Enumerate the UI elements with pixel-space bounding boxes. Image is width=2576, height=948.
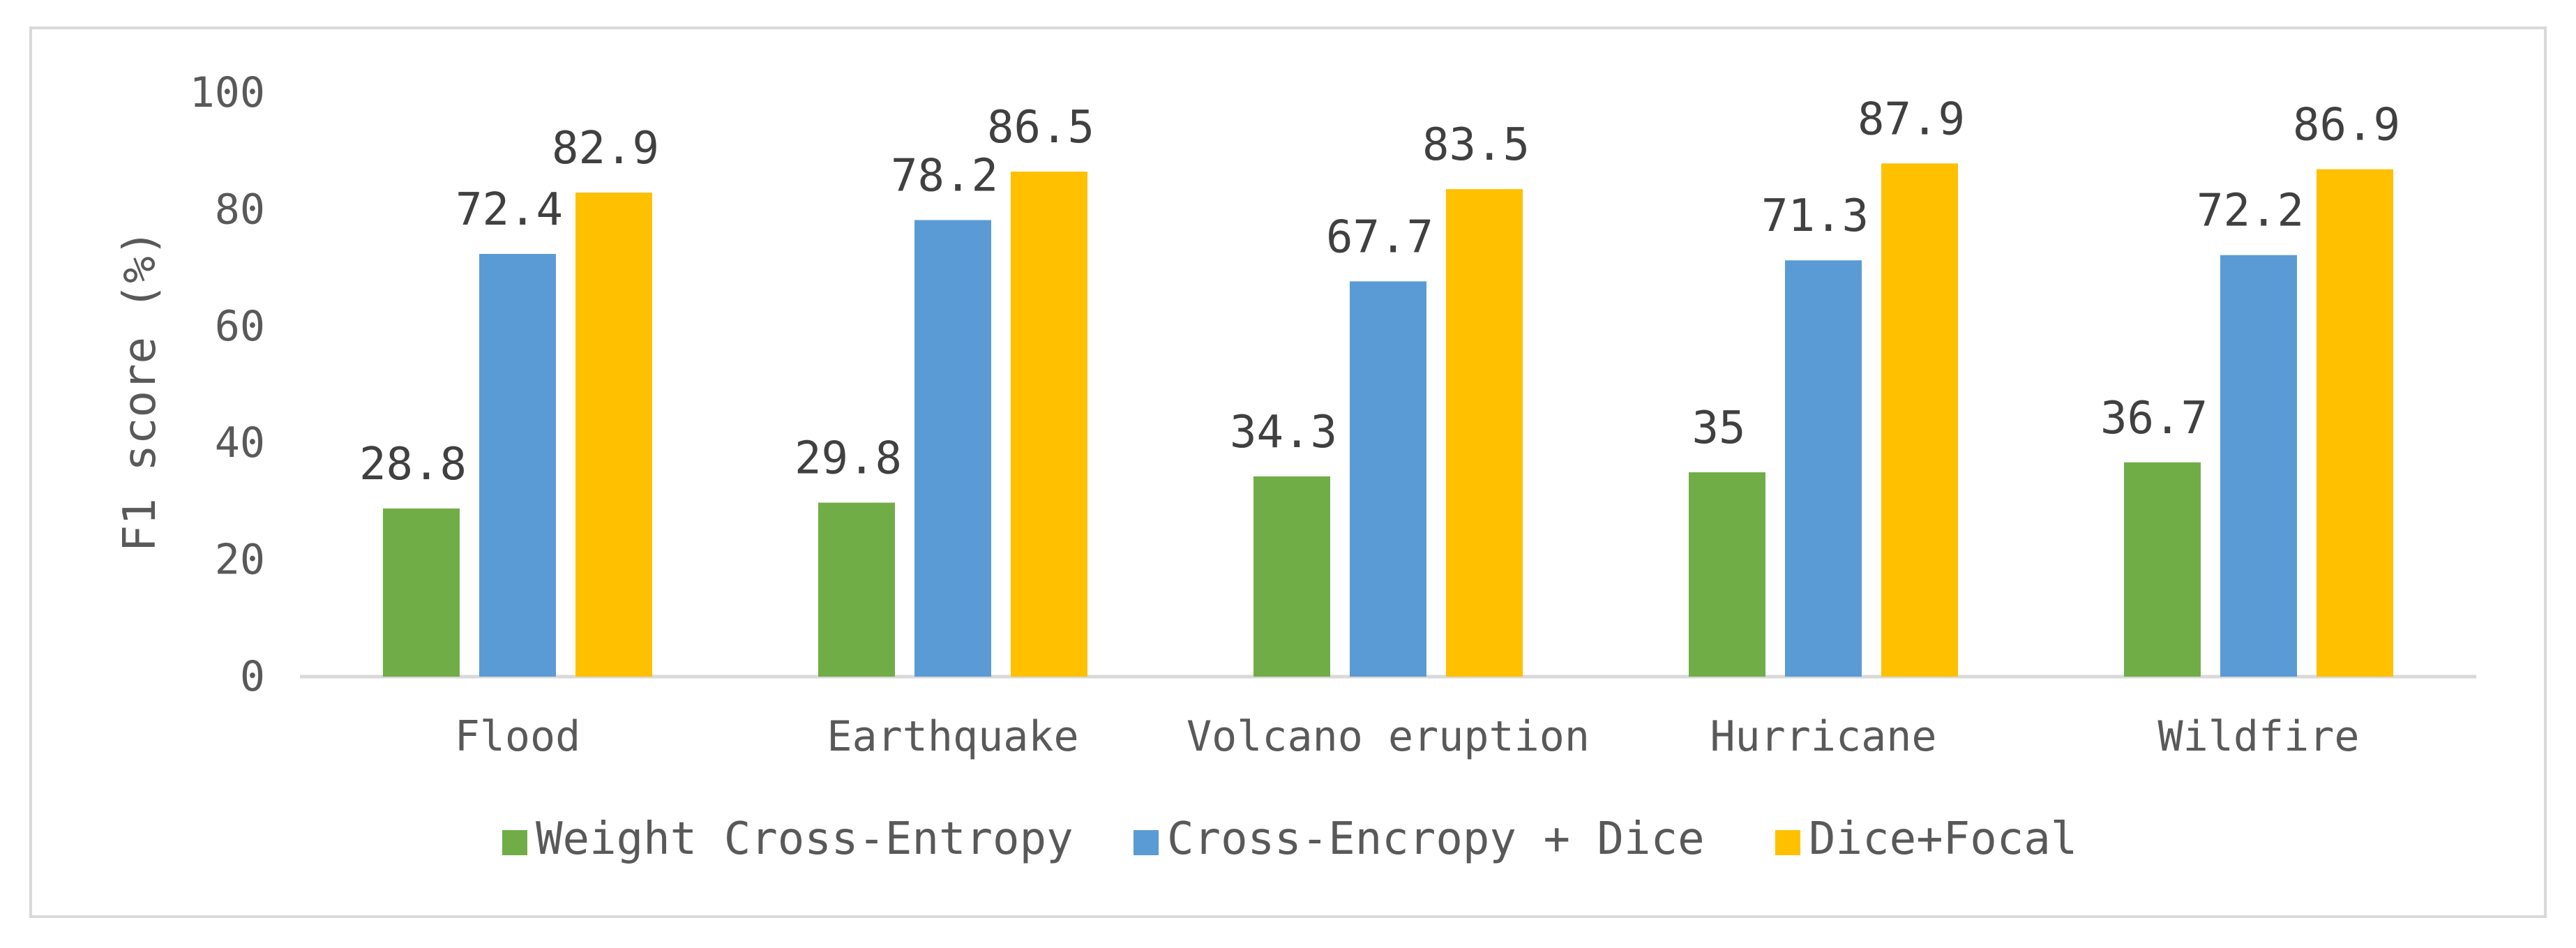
data-label-1-4: 35 (1692, 402, 1745, 454)
data-label-3-2: 86.5 (987, 102, 1094, 153)
legend-swatch-3 (1775, 830, 1800, 855)
y-tick-label: 80 (215, 185, 265, 234)
category-label-4: Hurricane (1710, 712, 1936, 761)
bar-1-2 (818, 502, 895, 677)
bar-2-5 (2220, 255, 2297, 677)
legend-label-1: Weight Cross-Entropy (536, 813, 1074, 865)
data-labels: 28.8 72.4 82.9 29.8 78.286.5 34.3 67.7 83.5 35 71… (359, 93, 2400, 490)
data-label-1-2: 29.8 (794, 433, 902, 485)
data-label-1-5: 36.7 (2100, 393, 2208, 444)
y-tick-label: 40 (215, 419, 265, 467)
data-label-1-3: 34.3 (1230, 407, 1337, 458)
legend-label-2: Cross-Encropy + Dice (1167, 813, 1705, 865)
category-labels: Flood Earthquake Volcano eruption Hurricane… (455, 712, 2360, 761)
data-label-3-5: 86.9 (2293, 100, 2400, 151)
legend: Weight Cross-Entropy Cross-Encropy + Dice… (502, 813, 2077, 865)
category-label-3: Volcano eruption (1187, 712, 1590, 761)
data-label-2-2: 78.2 (891, 150, 998, 202)
y-axis-ticks: 0 20 40 60 80 100 (190, 68, 265, 701)
bar-1-3 (1253, 476, 1330, 677)
bar-3-4 (1881, 163, 1958, 677)
bar-1-4 (1689, 472, 1765, 677)
data-label-3-1: 82.9 (552, 123, 659, 174)
y-tick-label: 100 (190, 68, 265, 117)
bar-3-3 (1446, 189, 1523, 677)
bar-2-3 (1350, 281, 1426, 677)
bar-3-2 (1011, 171, 1087, 677)
category-label-5: Wildfire (2158, 712, 2360, 761)
category-label-1: Flood (455, 712, 581, 761)
bar-3-5 (2317, 169, 2393, 677)
bar-2-1 (479, 254, 556, 677)
bar-3-1 (575, 193, 652, 677)
legend-swatch-2 (1133, 830, 1159, 855)
category-label-2: Earthquake (827, 712, 1078, 761)
bar-2-2 (914, 220, 991, 677)
data-label-3-3: 83.5 (1422, 119, 1530, 171)
bar-2-4 (1785, 260, 1862, 677)
bars (383, 163, 2393, 677)
y-tick-label: 60 (215, 302, 265, 351)
data-label-2-4: 71.3 (1761, 190, 1869, 242)
data-label-1-1: 28.8 (359, 439, 467, 490)
legend-swatch-1 (502, 830, 527, 855)
data-label-2-1: 72.4 (455, 184, 563, 236)
y-axis-title: F1 score (%) (114, 230, 166, 552)
data-label-2-5: 72.2 (2197, 186, 2304, 237)
data-label-2-3: 67.7 (1326, 211, 1433, 263)
y-tick-label: 20 (215, 536, 265, 585)
bar-1-1 (383, 508, 460, 677)
bar-1-5 (2124, 462, 2201, 677)
legend-label-3: Dice+Focal (1809, 813, 2077, 865)
data-label-3-4: 87.9 (1858, 93, 1965, 145)
y-tick-label: 0 (240, 652, 265, 701)
